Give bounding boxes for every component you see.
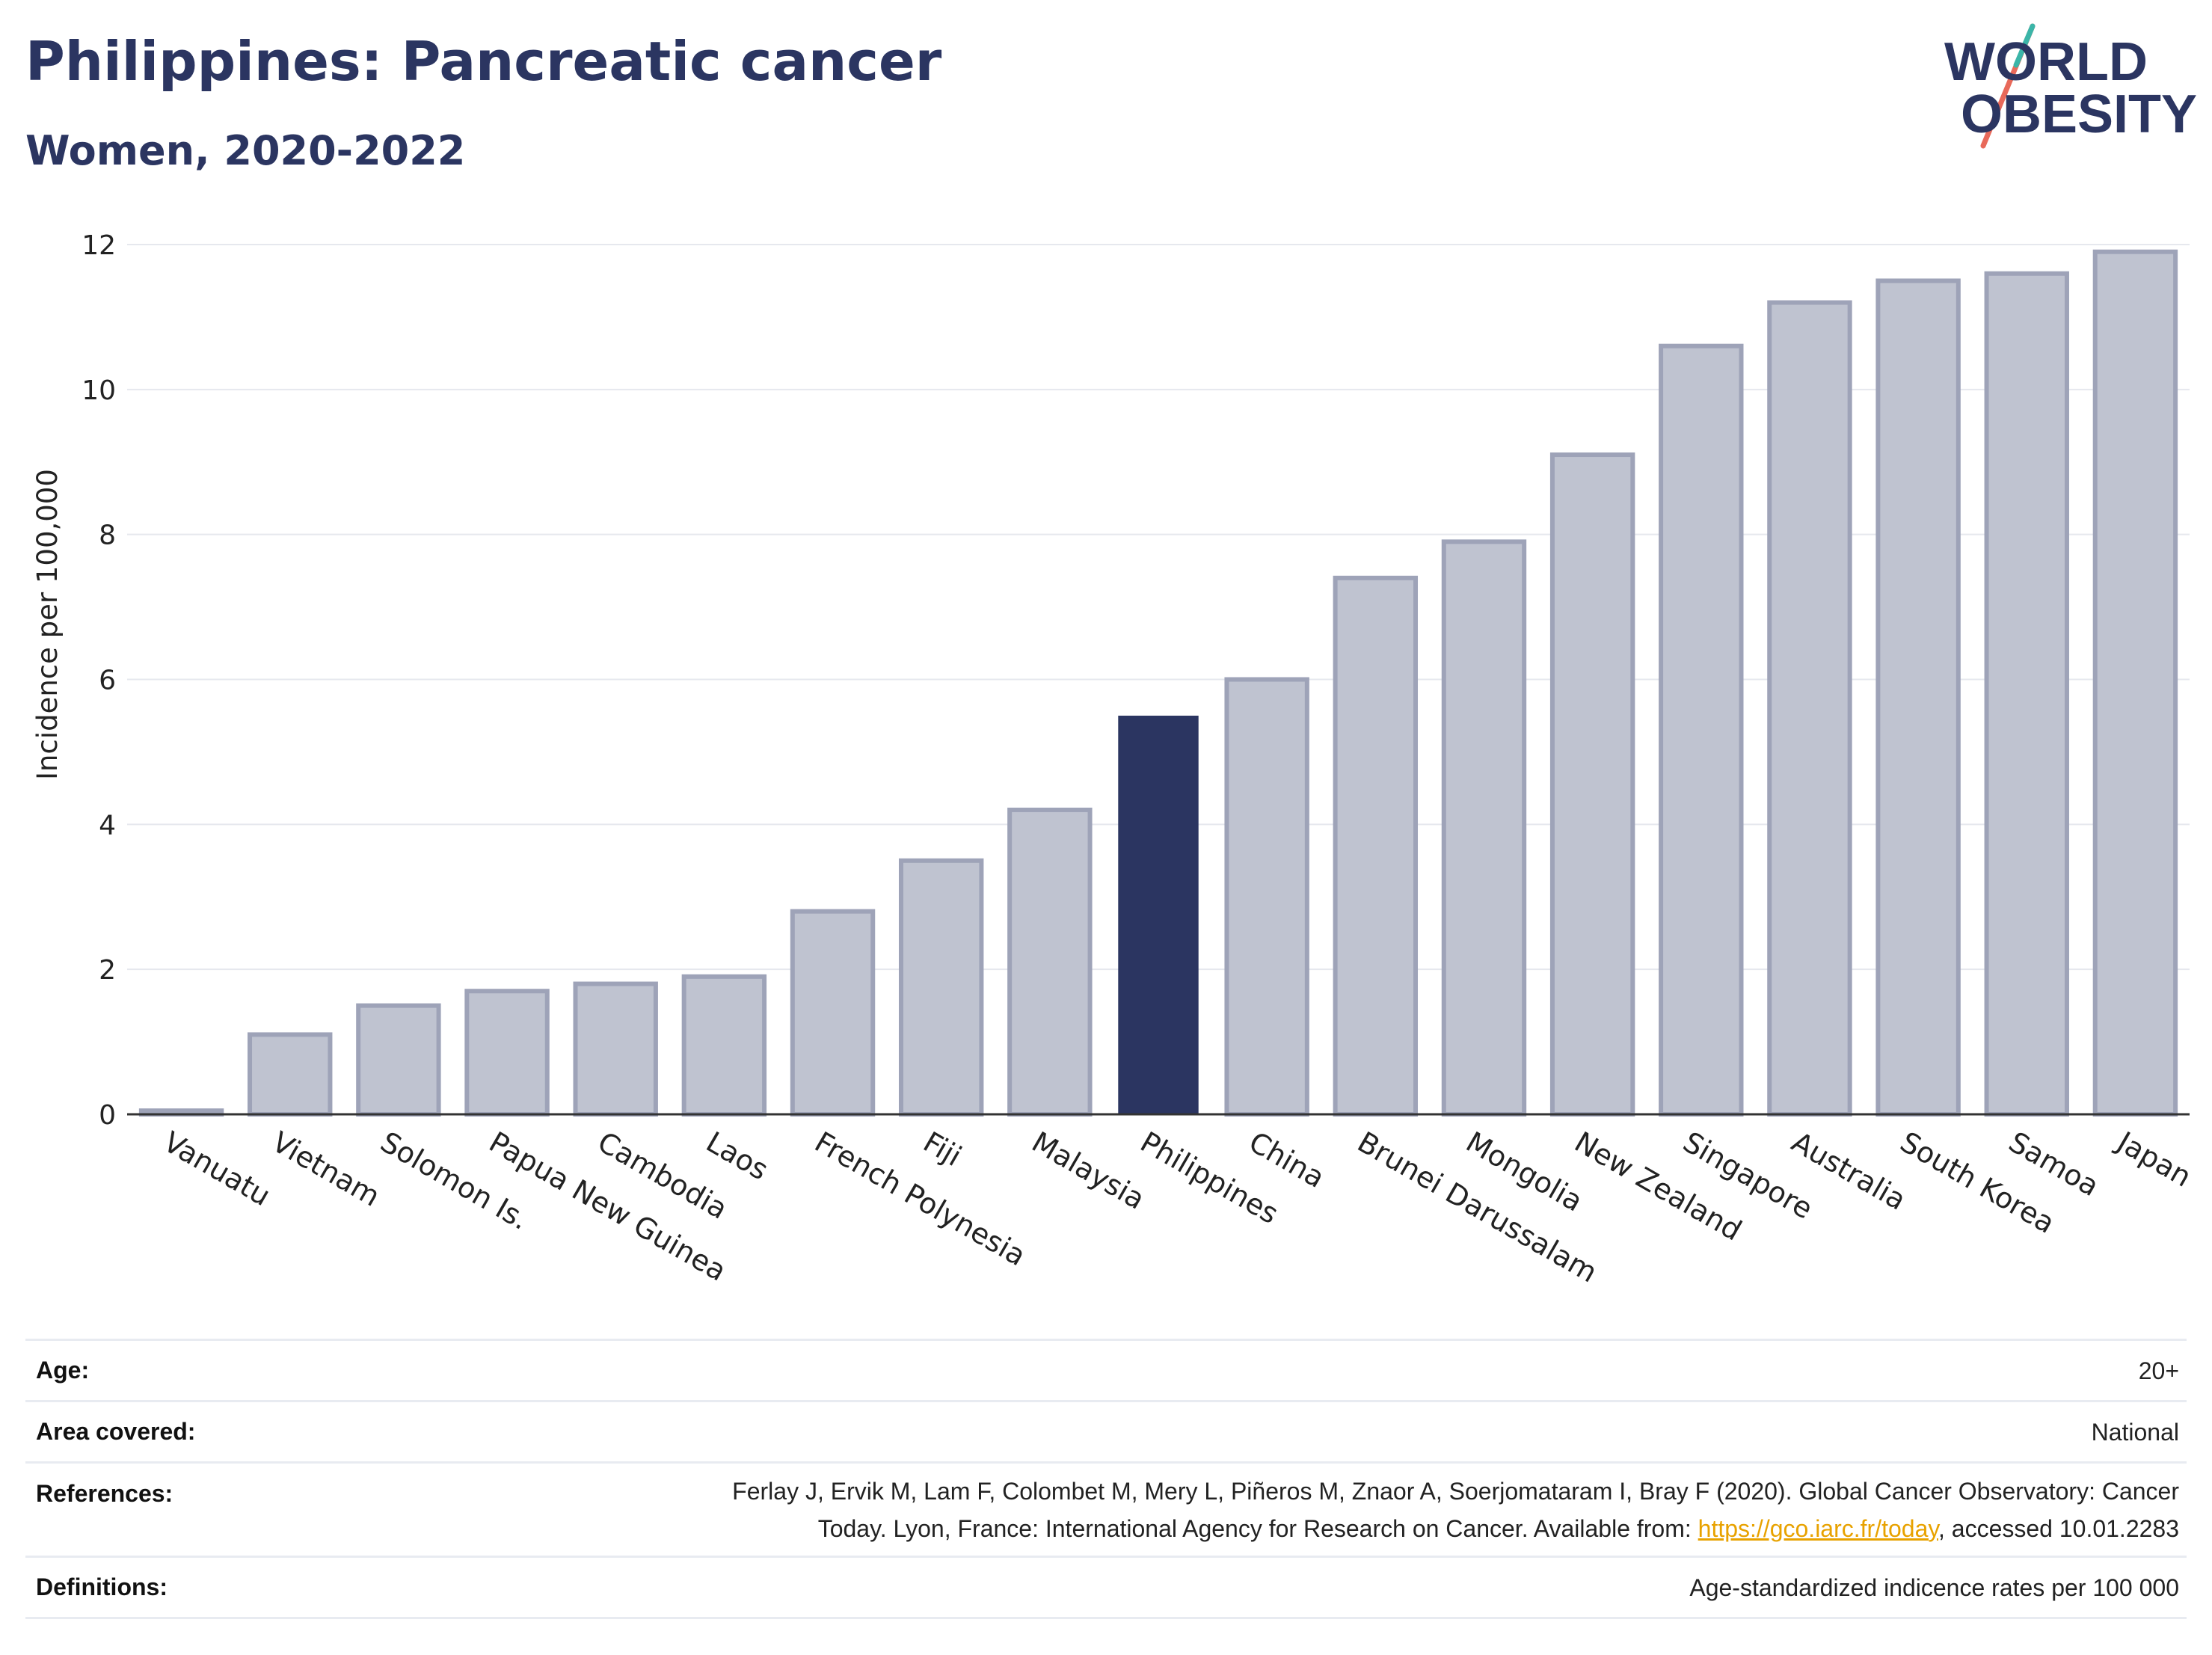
chart-title: Philippines: Pancreatic cancer	[25, 30, 942, 93]
x-tick-label: Vietnam	[266, 1126, 385, 1213]
bar-vietnam	[248, 1032, 333, 1117]
definitions-label: Definitions:	[36, 1573, 168, 1600]
bar-laos	[681, 974, 767, 1117]
y-tick-label: 4	[99, 810, 116, 841]
x-tick-label: Fiji	[918, 1126, 967, 1173]
bar-papua-new-guinea	[464, 989, 550, 1117]
references-value: Ferlay J, Ervik M, Lam F, Colombet M, Me…	[206, 1463, 2187, 1557]
y-tick-label: 10	[82, 375, 116, 406]
bar-japan	[2092, 249, 2178, 1117]
bar-china	[1224, 677, 1309, 1117]
area-value: National	[2091, 1418, 2179, 1446]
info-row-references: References: Ferlay J, Ervik M, Lam F, Co…	[25, 1462, 2187, 1557]
y-tick-label: 6	[99, 666, 116, 696]
bar-layer	[138, 249, 2178, 1117]
y-tick-label: 12	[82, 230, 116, 261]
logo-line2: OBESITY	[1961, 85, 2197, 144]
logo-line1: WORLD	[1944, 32, 2148, 92]
y-axis-label: Incidence per 100,000	[31, 469, 64, 780]
x-tick-label: Malaysia	[1026, 1126, 1150, 1216]
age-label: Age:	[36, 1357, 90, 1384]
x-tick-label: China	[1244, 1126, 1330, 1194]
info-row-area: Area covered: National	[25, 1401, 2187, 1463]
x-tick-label: Japan	[2110, 1125, 2197, 1194]
info-table: Age: 20+ Area covered: National Referenc…	[25, 1339, 2187, 1619]
info-row-age: Age: 20+	[25, 1339, 2187, 1401]
bar-mongolia	[1441, 539, 1527, 1117]
info-row-definitions: Definitions: Age-standardized indicence …	[25, 1556, 2187, 1618]
y-tick-label: 2	[99, 955, 116, 986]
references-text-1: Ferlay J, Ervik M, Lam F, Colombet M, Me…	[732, 1477, 2179, 1542]
area-label: Area covered:	[36, 1418, 196, 1445]
bar-south-korea	[1875, 278, 1961, 1117]
x-tick-label: Vanuatu	[158, 1126, 276, 1212]
y-tick-label: 8	[99, 521, 116, 551]
bar-australia	[1767, 300, 1852, 1117]
bar-french-polynesia	[790, 909, 876, 1117]
chart-subtitle: Women, 2020-2022	[25, 127, 466, 174]
references-link[interactable]: https://gco.iarc.fr/today	[1698, 1514, 1938, 1542]
y-tick-label: 0	[99, 1100, 116, 1131]
references-text-2: , accessed 10.01.2283	[1938, 1514, 2179, 1542]
bar-malaysia	[1007, 807, 1093, 1117]
bar-samoa	[1984, 271, 2069, 1117]
bar-fiji	[898, 858, 984, 1117]
logo-slash-teal	[2013, 23, 2036, 68]
bar-brunei-darussalam	[1333, 575, 1419, 1117]
bar-new-zealand	[1549, 452, 1635, 1117]
bar-cambodia	[573, 981, 658, 1117]
world-obesity-logo: WORLD OBESITY	[1944, 23, 2197, 149]
x-tick-label: French Polynesia	[809, 1126, 1031, 1273]
x-tick-label: Laos	[701, 1126, 774, 1187]
definitions-value: Age-standardized indicence rates per 100…	[1689, 1573, 2179, 1601]
bar-solomon-is	[356, 1003, 441, 1117]
references-label: References:	[36, 1480, 173, 1507]
bar-singapore	[1659, 343, 1744, 1117]
bar-philippines	[1118, 715, 1199, 1114]
age-value: 20+	[2138, 1357, 2179, 1384]
